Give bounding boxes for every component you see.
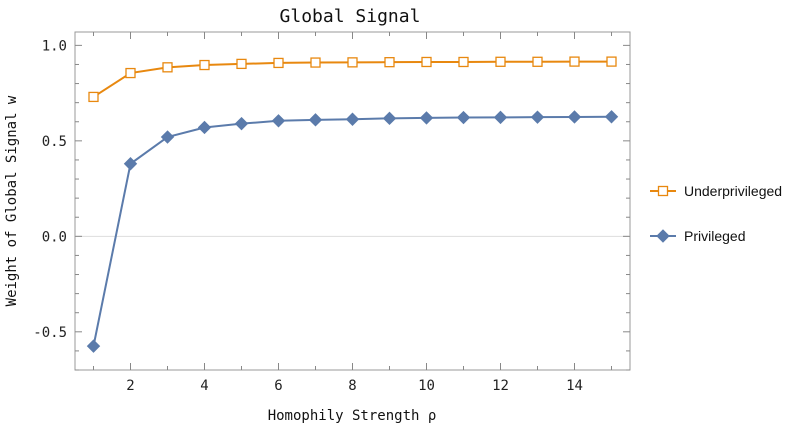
y-tick-label: 1.0 xyxy=(42,38,67,54)
data-point xyxy=(271,114,286,128)
data-point xyxy=(419,111,434,125)
y-tick-label: -0.5 xyxy=(33,325,67,341)
data-point xyxy=(162,62,173,73)
data-point xyxy=(382,111,397,126)
data-point xyxy=(86,339,101,353)
legend-item: Underprivileged xyxy=(650,183,782,199)
data-point xyxy=(234,116,249,131)
axis-tick-labels: 2 4 6 8 10 12 14 -0.5 0.0 0.5 1.0 xyxy=(33,38,583,394)
data-point xyxy=(345,112,360,126)
data-point xyxy=(657,185,669,197)
data-point xyxy=(495,56,506,67)
data-point xyxy=(308,113,323,127)
data-point xyxy=(530,110,545,124)
series-line xyxy=(92,115,612,347)
x-tick-label: 14 xyxy=(566,378,583,394)
data-point xyxy=(421,56,432,68)
y-axis-label: Weight of Global Signal w xyxy=(4,95,20,306)
data-point xyxy=(125,67,136,79)
data-point xyxy=(458,56,469,68)
data-point xyxy=(567,110,582,124)
chart-legend: Underprivileged Privileged xyxy=(650,183,782,244)
legend-label: Underprivileged xyxy=(684,183,782,199)
legend-item: Privileged xyxy=(650,228,745,244)
data-point xyxy=(456,110,471,125)
x-axis-label: Homophily Strength ρ xyxy=(268,408,437,424)
data-point xyxy=(493,110,508,125)
series-layer xyxy=(86,56,619,353)
x-tick-label: 2 xyxy=(126,378,134,394)
axis-ticks xyxy=(75,32,630,371)
data-point xyxy=(347,57,358,68)
x-tick-label: 10 xyxy=(418,378,435,394)
chart-title: Global Signal xyxy=(280,6,421,27)
data-point xyxy=(606,56,617,67)
x-tick-label: 4 xyxy=(200,378,208,394)
data-point xyxy=(236,58,247,70)
data-point xyxy=(656,229,670,243)
data-point xyxy=(532,56,543,67)
data-point xyxy=(88,91,99,103)
data-point xyxy=(604,110,619,124)
y-tick-label: 0.5 xyxy=(42,134,67,150)
data-point xyxy=(123,157,138,171)
x-tick-label: 6 xyxy=(274,378,282,394)
data-point xyxy=(197,120,212,135)
x-tick-label: 8 xyxy=(348,378,356,394)
data-point xyxy=(384,57,395,68)
series-privileged xyxy=(86,110,619,353)
plot-frame xyxy=(74,31,631,371)
y-tick-label: 0.0 xyxy=(42,229,67,245)
data-point xyxy=(569,56,580,67)
data-point xyxy=(273,57,284,69)
data-point xyxy=(310,57,321,68)
legend-label: Privileged xyxy=(684,228,745,244)
x-tick-label: 12 xyxy=(492,378,509,394)
data-point xyxy=(199,59,210,71)
series-underprivileged xyxy=(88,56,617,103)
data-point xyxy=(160,130,175,144)
